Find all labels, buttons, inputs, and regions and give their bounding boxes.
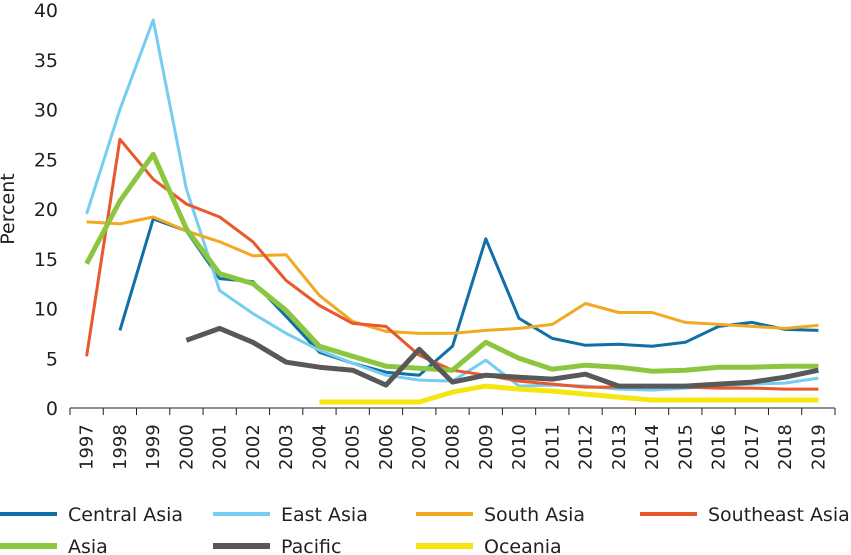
x-tick-label: 2012 [576, 424, 597, 470]
legend-label: Central Asia [68, 504, 183, 526]
series-line-south-asia [86, 215, 819, 335]
x-tick-label: 2010 [509, 424, 530, 470]
x-tick-label: 2011 [542, 424, 563, 470]
y-axis-label: Percent [0, 173, 19, 245]
y-tick-label: 20 [34, 199, 58, 221]
legend-label: Southeast Asia [708, 504, 850, 526]
legend-label: Oceania [484, 536, 562, 555]
legend-label: Pacific [281, 536, 341, 555]
x-tick-label: 2003 [276, 424, 297, 470]
legend-label: Asia [68, 536, 108, 555]
x-tick-label: 2001 [210, 424, 231, 470]
legend: Central Asia East Asia South Asia Southeast… [0, 504, 850, 555]
y-tick-label: 10 [34, 299, 58, 321]
x-tick-label: 1999 [143, 424, 164, 470]
x-tick-label: 2007 [409, 424, 430, 470]
y-tick-label: 15 [34, 249, 58, 271]
y-tick-label: 35 [34, 50, 58, 72]
legend-label: East Asia [281, 504, 368, 526]
legend-label: South Asia [484, 504, 585, 526]
x-tick-label: 2015 [675, 424, 696, 470]
y-tick-label: 0 [46, 398, 58, 420]
x-tick-label: 2017 [742, 424, 763, 470]
x-tick-label: 2005 [343, 424, 364, 470]
y-tick-label: 40 [34, 0, 58, 22]
y-axis-ticks: 0 5 10 15 20 25 30 35 40 [34, 0, 58, 420]
x-tick-label: 2019 [808, 424, 829, 470]
series-layer [84, 18, 819, 405]
x-tick-label: 1997 [77, 424, 98, 470]
x-tick-label: 2004 [309, 424, 330, 470]
x-tick-label: 1998 [110, 424, 131, 470]
x-tick-label: 2008 [443, 424, 464, 470]
series-line-southeast-asia [85, 137, 819, 391]
series-line-pacific [185, 325, 819, 389]
y-tick-label: 5 [46, 348, 58, 370]
y-tick-label: 30 [34, 100, 58, 122]
y-tick-label: 25 [34, 149, 58, 171]
series-line-oceania [319, 383, 819, 405]
x-tick-label: 2000 [176, 424, 197, 470]
series-line-asia [84, 151, 819, 374]
x-axis-ticks: 1997 1998 1999 2000 2001 2002 2003 2004 2005 2006… [69, 408, 836, 470]
x-tick-label: 2013 [609, 424, 630, 470]
x-tick-label: 2009 [476, 424, 497, 470]
x-tick-label: 2002 [243, 424, 264, 470]
x-tick-label: 2006 [376, 424, 397, 470]
x-tick-label: 2018 [775, 424, 796, 470]
x-tick-label: 2014 [642, 424, 663, 470]
x-tick-label: 2016 [709, 424, 730, 470]
